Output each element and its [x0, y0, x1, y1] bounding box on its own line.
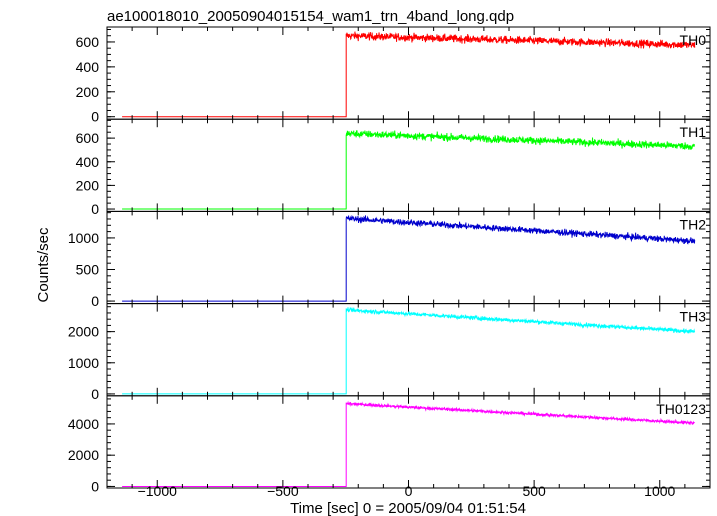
series-line-th2	[122, 214, 696, 302]
panel-frame-th1	[106, 118, 711, 212]
panel-label-th3: TH3	[680, 309, 707, 325]
y-tick-label-th2: 0	[91, 293, 99, 309]
y-tick-label-th1: 400	[76, 154, 100, 170]
y-tick-label-th0123: 2000	[68, 447, 99, 463]
panel-label-th0123: TH0123	[656, 401, 706, 417]
panels: 0 200 400 600 TH0 0 200 400 600 TH1 0 500 1000 TH2 0 10…	[68, 26, 711, 494]
panel-th1: 0 200 400 600 TH1	[76, 118, 711, 217]
y-tick-label-th0123: 0	[91, 478, 99, 494]
y-tick-label-th0123: 4000	[68, 416, 99, 432]
series-line-th0	[122, 31, 696, 118]
y-tick-label-th3: 1000	[68, 355, 99, 371]
x-tick-label: 1000	[644, 483, 675, 499]
y-tick-label-th0: 200	[76, 84, 100, 100]
panel-frame-th2	[106, 210, 711, 305]
panel-frame-th3	[106, 303, 711, 397]
x-tick-label: 0	[405, 483, 413, 499]
y-axis-label: Counts/sec	[35, 227, 52, 303]
y-tick-label-th1: 600	[76, 130, 100, 146]
y-tick-label-th1: 0	[91, 201, 99, 217]
panel-th0123: 0 2000 4000 TH0123	[68, 395, 711, 494]
y-tick-label-th2: 1000	[68, 230, 99, 246]
panel-label-th0: TH0	[680, 32, 707, 48]
series-line-th3	[122, 306, 696, 395]
panel-frame-th0123	[106, 395, 711, 489]
y-tick-label-th0: 400	[76, 59, 100, 75]
chart-title: ae100018010_20050904015154_wam1_trn_4ban…	[107, 8, 514, 25]
y-tick-label-th1: 200	[76, 177, 100, 193]
y-tick-label-th2: 500	[76, 261, 100, 277]
x-tick-label: 500	[522, 483, 546, 499]
y-tick-label-th3: 0	[91, 386, 99, 402]
series-line-th0123	[122, 400, 695, 487]
x-axis-label: Time [sec] 0 = 2005/09/04 01:51:54	[290, 500, 526, 516]
series-line-th1	[122, 130, 695, 210]
panel-th2: 0 500 1000 TH2	[68, 210, 711, 309]
panel-label-th1: TH1	[680, 124, 707, 140]
x-tick-label: −500	[267, 483, 299, 499]
panel-label-th2: TH2	[680, 216, 707, 232]
panel-th0: 0 200 400 600 TH0	[76, 26, 711, 125]
y-tick-label-th3: 2000	[68, 324, 99, 340]
y-tick-label-th0: 0	[91, 109, 99, 125]
x-axis-ticks: −1000 −500 0 500 1000	[138, 483, 676, 499]
y-tick-label-th0: 600	[76, 34, 100, 50]
panel-th3: 0 1000 2000 TH3	[68, 303, 711, 402]
x-tick-label: −1000	[138, 483, 178, 499]
